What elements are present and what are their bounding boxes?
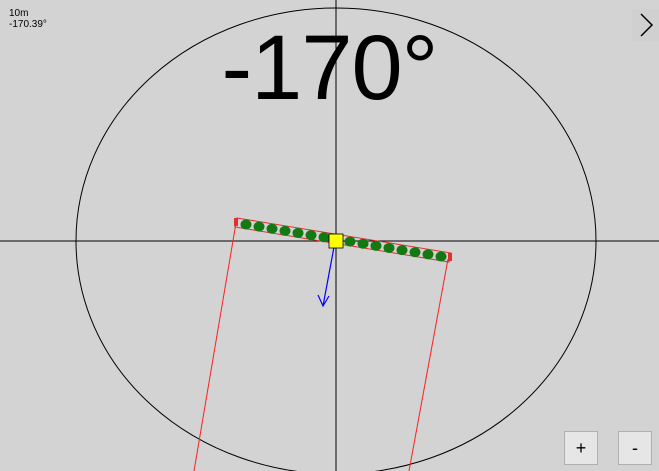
array-element-dot — [435, 251, 447, 262]
beam-edge-right — [408, 258, 449, 471]
scale-readout: 10m -170.39° — [9, 8, 47, 30]
heading-readout: -170.39° — [9, 19, 47, 30]
chevron-right-icon — [639, 13, 653, 37]
array-center-marker[interactable] — [328, 233, 344, 249]
zoom-in-button[interactable]: + — [564, 431, 598, 465]
next-button[interactable] — [632, 9, 659, 41]
array-element-dot — [266, 223, 278, 234]
beam-edge-left — [193, 222, 237, 471]
array-bar — [234, 217, 452, 263]
array-element-dot — [409, 247, 421, 258]
heading-display: -170° — [221, 17, 439, 119]
array-element-dot — [357, 238, 369, 249]
direction-arrow — [317, 246, 335, 308]
array-element-dot — [305, 230, 317, 241]
array-element-dot — [383, 242, 395, 253]
array-element-dot — [240, 219, 252, 230]
array-element-dot — [396, 245, 408, 256]
array-element-dot — [279, 225, 291, 236]
scale-label: 10m — [9, 8, 29, 19]
array-element-dot — [292, 228, 304, 239]
array-element-dot — [253, 221, 265, 232]
zoom-out-button[interactable]: - — [618, 431, 652, 465]
array-elements — [240, 219, 447, 262]
array-element-dot — [344, 236, 356, 247]
array-element-dot — [318, 232, 330, 243]
array-element-dot — [370, 240, 382, 251]
array-element-dot — [422, 249, 434, 260]
